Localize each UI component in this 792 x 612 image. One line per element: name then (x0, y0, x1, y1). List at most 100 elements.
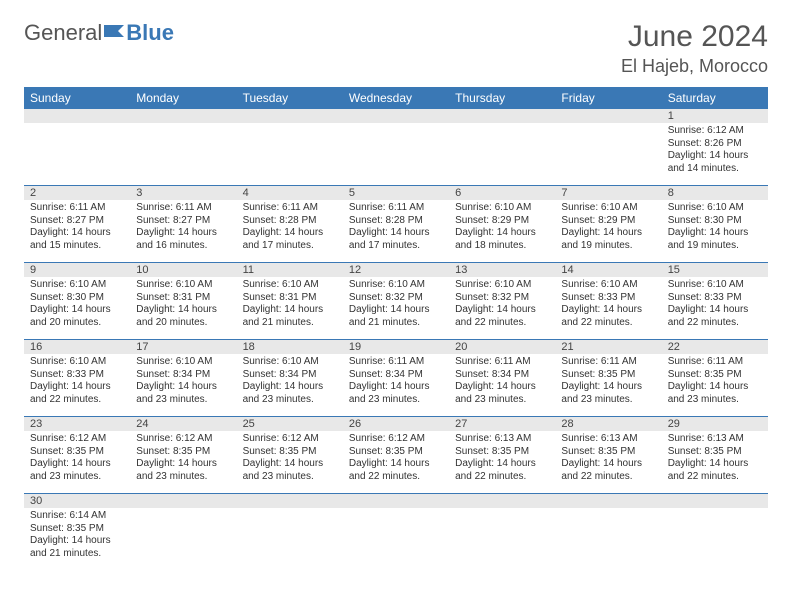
day-number: 5 (343, 186, 449, 200)
day-day1: Daylight: 14 hours (243, 304, 337, 317)
day-number: 9 (24, 263, 130, 277)
day-sunset: Sunset: 8:35 PM (30, 523, 124, 536)
day-sunrise: Sunrise: 6:10 AM (136, 279, 230, 292)
day-number: 28 (555, 417, 661, 431)
day-number: 15 (662, 263, 768, 277)
day-day1: Daylight: 14 hours (561, 458, 655, 471)
day-number: 27 (449, 417, 555, 431)
day-number (449, 109, 555, 123)
day-cell: Sunrise: 6:11 AMSunset: 8:35 PMDaylight:… (555, 354, 661, 416)
day-day2: and 22 minutes. (349, 471, 443, 484)
day-day1: Daylight: 14 hours (30, 304, 124, 317)
title-block: June 2024 El Hajeb, Morocco (621, 20, 768, 77)
day-header-cell: Saturday (662, 87, 768, 109)
day-day1: Daylight: 14 hours (30, 458, 124, 471)
day-sunrise: Sunrise: 6:12 AM (668, 125, 762, 138)
day-sunset: Sunset: 8:30 PM (30, 292, 124, 305)
day-number: 13 (449, 263, 555, 277)
day-day1: Daylight: 14 hours (243, 227, 337, 240)
day-sunset: Sunset: 8:34 PM (455, 369, 549, 382)
day-number (449, 494, 555, 508)
day-cell (555, 123, 661, 185)
day-day2: and 21 minutes. (30, 548, 124, 561)
day-day2: and 19 minutes. (668, 240, 762, 253)
day-number (555, 109, 661, 123)
day-day2: and 17 minutes. (349, 240, 443, 253)
day-day2: and 21 minutes. (243, 317, 337, 330)
day-day2: and 23 minutes. (349, 394, 443, 407)
day-day1: Daylight: 14 hours (668, 150, 762, 163)
day-number: 21 (555, 340, 661, 354)
day-day2: and 23 minutes. (668, 394, 762, 407)
day-sunset: Sunset: 8:35 PM (668, 446, 762, 459)
day-sunrise: Sunrise: 6:11 AM (455, 356, 549, 369)
day-day1: Daylight: 14 hours (243, 381, 337, 394)
day-day1: Daylight: 14 hours (136, 304, 230, 317)
week-row: Sunrise: 6:12 AMSunset: 8:35 PMDaylight:… (24, 431, 768, 494)
day-number: 6 (449, 186, 555, 200)
day-sunset: Sunset: 8:31 PM (136, 292, 230, 305)
day-cell: Sunrise: 6:10 AMSunset: 8:32 PMDaylight:… (343, 277, 449, 339)
day-day1: Daylight: 14 hours (455, 381, 549, 394)
day-cell (555, 508, 661, 570)
day-cell (24, 123, 130, 185)
day-day1: Daylight: 14 hours (30, 381, 124, 394)
day-day2: and 22 minutes. (561, 317, 655, 330)
day-day2: and 18 minutes. (455, 240, 549, 253)
day-sunset: Sunset: 8:33 PM (668, 292, 762, 305)
day-day2: and 22 minutes. (668, 471, 762, 484)
day-number: 2 (24, 186, 130, 200)
day-cell (449, 123, 555, 185)
day-day2: and 21 minutes. (349, 317, 443, 330)
day-cell: Sunrise: 6:10 AMSunset: 8:29 PMDaylight:… (449, 200, 555, 262)
day-number: 14 (555, 263, 661, 277)
day-number: 3 (130, 186, 236, 200)
day-number: 4 (237, 186, 343, 200)
logo: General Blue (24, 20, 174, 46)
logo-text-1: General (24, 20, 102, 46)
day-sunset: Sunset: 8:35 PM (349, 446, 443, 459)
day-sunrise: Sunrise: 6:11 AM (30, 202, 124, 215)
day-day1: Daylight: 14 hours (30, 227, 124, 240)
day-sunrise: Sunrise: 6:11 AM (243, 202, 337, 215)
day-sunrise: Sunrise: 6:10 AM (30, 279, 124, 292)
day-day2: and 20 minutes. (136, 317, 230, 330)
day-sunrise: Sunrise: 6:10 AM (30, 356, 124, 369)
day-day1: Daylight: 14 hours (349, 381, 443, 394)
day-number (662, 494, 768, 508)
day-number: 1 (662, 109, 768, 123)
day-number (237, 494, 343, 508)
day-cell: Sunrise: 6:12 AMSunset: 8:35 PMDaylight:… (237, 431, 343, 493)
day-cell: Sunrise: 6:11 AMSunset: 8:34 PMDaylight:… (449, 354, 555, 416)
day-sunset: Sunset: 8:35 PM (455, 446, 549, 459)
day-sunrise: Sunrise: 6:11 AM (136, 202, 230, 215)
day-number: 22 (662, 340, 768, 354)
day-number (130, 494, 236, 508)
day-sunrise: Sunrise: 6:11 AM (349, 202, 443, 215)
day-header-cell: Sunday (24, 87, 130, 109)
day-day1: Daylight: 14 hours (668, 304, 762, 317)
location-subtitle: El Hajeb, Morocco (621, 56, 768, 77)
day-number (130, 109, 236, 123)
day-number-row: 16171819202122 (24, 340, 768, 354)
day-sunrise: Sunrise: 6:11 AM (349, 356, 443, 369)
day-cell: Sunrise: 6:11 AMSunset: 8:27 PMDaylight:… (24, 200, 130, 262)
day-sunset: Sunset: 8:35 PM (30, 446, 124, 459)
day-sunrise: Sunrise: 6:10 AM (243, 279, 337, 292)
day-number-row: 30 (24, 494, 768, 508)
day-number: 20 (449, 340, 555, 354)
day-day2: and 23 minutes. (561, 394, 655, 407)
day-day2: and 23 minutes. (243, 394, 337, 407)
day-number: 16 (24, 340, 130, 354)
week-row: Sunrise: 6:14 AMSunset: 8:35 PMDaylight:… (24, 508, 768, 570)
logo-text-2: Blue (126, 20, 174, 46)
day-cell (662, 508, 768, 570)
day-number: 25 (237, 417, 343, 431)
day-number: 30 (24, 494, 130, 508)
day-cell: Sunrise: 6:10 AMSunset: 8:33 PMDaylight:… (662, 277, 768, 339)
day-number: 29 (662, 417, 768, 431)
day-header-cell: Wednesday (343, 87, 449, 109)
day-number (343, 494, 449, 508)
day-sunset: Sunset: 8:28 PM (349, 215, 443, 228)
day-cell: Sunrise: 6:13 AMSunset: 8:35 PMDaylight:… (662, 431, 768, 493)
